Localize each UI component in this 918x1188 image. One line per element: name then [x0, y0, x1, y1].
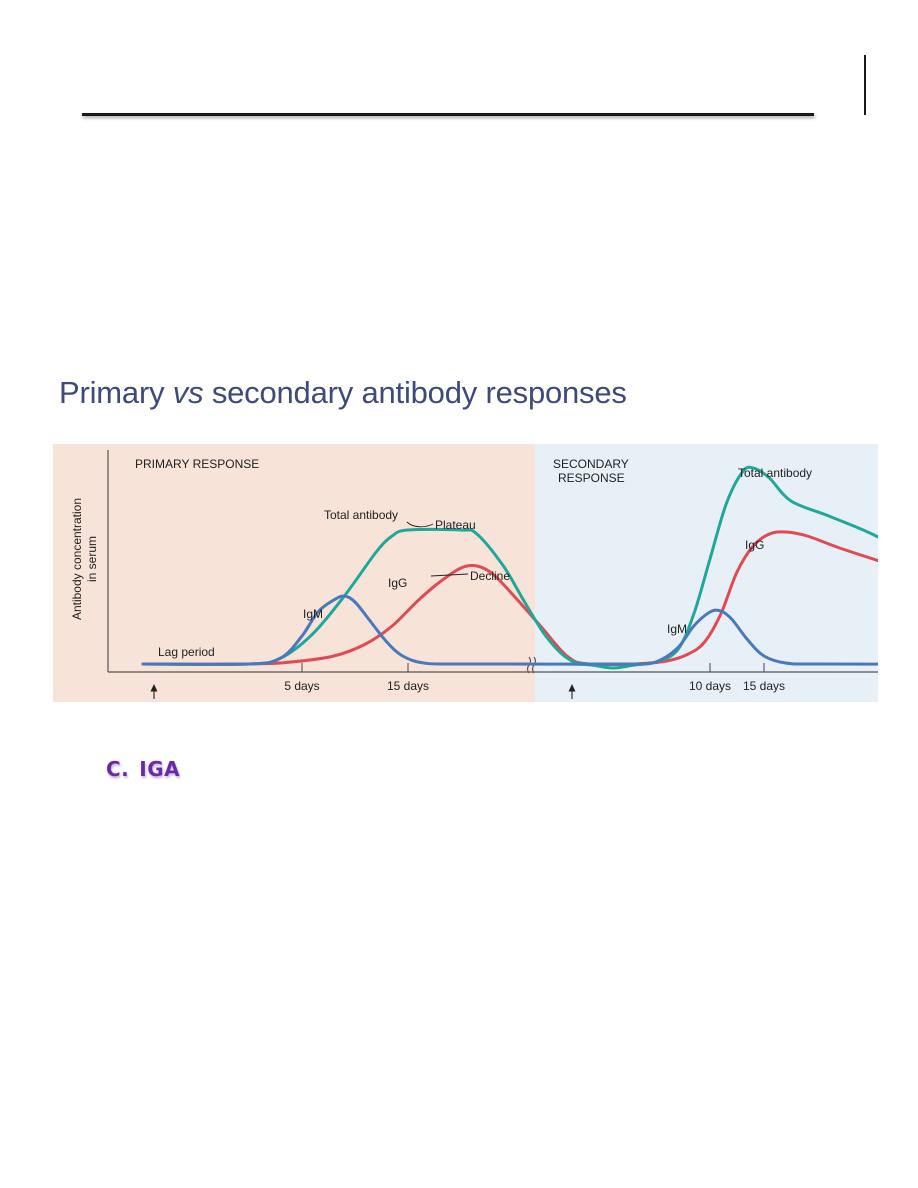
- figure-title-emphasis: vs: [172, 375, 204, 410]
- y-axis-label-line1: Antibody concentration: [70, 498, 84, 620]
- plateau-label: Plateau: [435, 518, 476, 532]
- y-axis-label-line2: in serum: [85, 536, 99, 582]
- lag-period-label: Lag period: [158, 645, 215, 659]
- primary-antigen-arrowhead: [150, 684, 158, 692]
- primary-igg-label: IgG: [388, 576, 407, 590]
- secondary-igm-label: IgM: [667, 622, 687, 636]
- series-lines: [141, 465, 878, 670]
- header-rule: [82, 113, 814, 116]
- primary-igg-line: [141, 563, 643, 667]
- secondary-igm-line: [568, 608, 878, 666]
- secondary-total-antibody-line: [568, 465, 878, 670]
- primary-igm-line: [141, 594, 643, 666]
- secondary-tick-label-10: 10 days: [689, 679, 731, 693]
- x-ticks: 5 days 15 days 10 days 15 days: [284, 663, 785, 693]
- figure-title-part2: secondary antibody responses: [203, 375, 627, 410]
- secondary-panel-title-line1: SECONDARY: [553, 457, 629, 471]
- decline-label: Decline: [470, 569, 510, 583]
- primary-tick-label-5: 5 days: [284, 679, 319, 693]
- section-letter: C.: [106, 757, 130, 781]
- primary-total-antibody-label: Total antibody: [324, 508, 398, 522]
- secondary-antigen-arrowhead: [568, 684, 576, 692]
- secondary-tick-label-15: 15 days: [743, 679, 785, 693]
- section-heading: C. IGA: [106, 757, 180, 781]
- figure-title-part1: Primary: [59, 375, 173, 410]
- secondary-panel-title-line2: RESPONSE: [558, 471, 625, 485]
- figure-title: Primary vs secondary antibody responses: [59, 375, 627, 411]
- primary-panel-title: PRIMARY RESPONSE: [135, 457, 259, 471]
- secondary-igg-label: IgG: [745, 538, 764, 552]
- primary-igm-label: IgM: [303, 607, 323, 621]
- section-label: IGA: [139, 757, 181, 781]
- header-vertical-mark: [864, 55, 866, 115]
- primary-total-antibody-leader: [406, 521, 434, 528]
- antibody-response-chart: Antibody concentration in serum PRIMARY …: [53, 444, 878, 702]
- primary-tick-label-15: 15 days: [387, 679, 429, 693]
- secondary-total-antibody-label: Total antibody: [738, 466, 812, 480]
- decline-leader: [430, 573, 469, 577]
